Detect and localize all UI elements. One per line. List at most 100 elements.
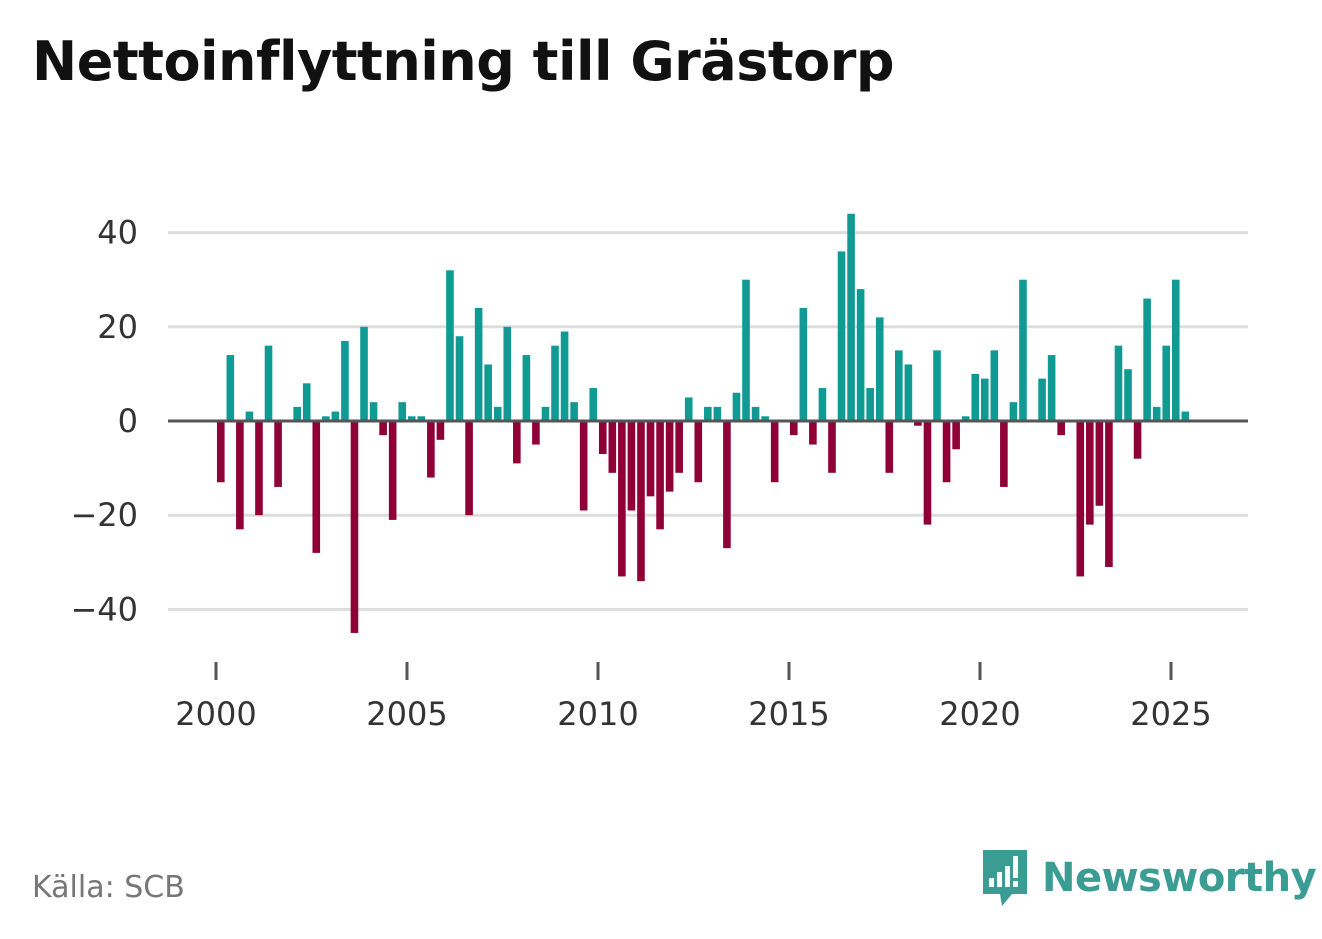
bar-negative xyxy=(350,421,359,633)
bar-negative xyxy=(1133,421,1142,459)
bar-positive xyxy=(407,416,416,421)
bar-negative xyxy=(665,421,674,492)
bar-negative xyxy=(914,421,922,426)
bar-negative xyxy=(1105,421,1113,568)
bar-positive xyxy=(799,307,808,421)
bar-positive xyxy=(541,406,550,421)
bar-positive xyxy=(369,402,378,421)
bar-positive xyxy=(961,416,970,421)
bar-positive xyxy=(713,406,722,421)
bar-negative xyxy=(608,421,617,473)
x-tick-label: 2015 xyxy=(748,695,829,733)
bar-positive xyxy=(503,326,512,421)
bar-positive xyxy=(1162,345,1171,421)
bar-negative xyxy=(1000,421,1008,487)
bar-positive xyxy=(322,416,330,421)
bar-negative xyxy=(274,421,282,487)
bar-positive xyxy=(1047,355,1056,421)
bar-negative xyxy=(579,421,588,511)
bar-negative xyxy=(1086,421,1094,525)
bar-negative xyxy=(789,421,798,436)
bar-positive xyxy=(904,364,913,421)
bar-negative xyxy=(646,421,655,497)
bar-positive xyxy=(245,411,254,421)
bar-negative xyxy=(675,421,683,473)
x-tick-label: 2020 xyxy=(939,695,1020,733)
x-tick-label: 2000 xyxy=(175,695,256,733)
bar-positive xyxy=(761,416,769,421)
bar-positive xyxy=(875,317,884,421)
x-tick-label: 2005 xyxy=(366,695,447,733)
y-tick-label: 0 xyxy=(118,402,138,440)
y-tick-label: 40 xyxy=(97,214,138,252)
bar-series xyxy=(216,213,1190,633)
bar-positive xyxy=(742,279,750,421)
bar-negative xyxy=(255,421,263,516)
bar-positive xyxy=(570,402,578,421)
bar-negative xyxy=(923,421,932,525)
y-tick-label: 20 xyxy=(97,308,138,346)
y-tick-label: −20 xyxy=(70,496,138,534)
bar-negative xyxy=(513,421,521,464)
bar-positive xyxy=(1038,378,1046,421)
bar-negative xyxy=(312,421,321,553)
bar-positive xyxy=(589,388,598,421)
bar-negative xyxy=(618,421,626,577)
brand-name: Newsworthy xyxy=(1042,855,1317,901)
bar-positive xyxy=(360,326,368,421)
bar-positive xyxy=(1009,402,1018,421)
bar-positive xyxy=(895,350,903,421)
bar-positive xyxy=(980,378,989,421)
bar-positive xyxy=(818,388,827,421)
bar-positive xyxy=(847,213,855,421)
bar-negative xyxy=(809,421,817,445)
bar-negative xyxy=(427,421,435,478)
bar-positive xyxy=(341,340,349,421)
bar-positive xyxy=(971,373,980,421)
bar-chart: −40 −20 0 20 40 2000 2005 2010 2015 2020 2025 xyxy=(70,213,1248,733)
newsworthy-logo[interactable]: Newsworthy xyxy=(980,848,1317,908)
bar-negative xyxy=(598,421,607,454)
bar-positive xyxy=(417,416,426,421)
bar-positive xyxy=(1181,411,1190,421)
bar-negative xyxy=(436,421,445,440)
bar-positive xyxy=(493,406,502,421)
bar-positive xyxy=(226,355,235,421)
bar-positive xyxy=(560,331,569,421)
axes: −40 −20 0 20 40 2000 2005 2010 2015 2020 2025 xyxy=(70,214,1248,733)
bar-positive xyxy=(751,406,760,421)
source-credit: Källa: SCB xyxy=(32,870,185,905)
bar-positive xyxy=(331,411,340,421)
bar-negative xyxy=(627,421,636,511)
bar-positive xyxy=(455,336,464,421)
bar-negative xyxy=(723,421,731,549)
x-tick-label: 2010 xyxy=(557,695,638,733)
bar-positive xyxy=(264,345,273,421)
bar-positive xyxy=(398,402,407,421)
bar-negative xyxy=(656,421,664,530)
bar-negative xyxy=(828,421,836,473)
bar-negative xyxy=(216,421,225,483)
bar-negative xyxy=(694,421,703,483)
bar-negative xyxy=(770,421,779,483)
bar-negative xyxy=(952,421,960,450)
bar-positive xyxy=(933,350,941,421)
bar-positive xyxy=(990,350,999,421)
bar-positive xyxy=(484,364,492,421)
chart-title: Nettoinflyttning till Grästorp xyxy=(32,30,895,93)
gridlines xyxy=(168,231,1248,611)
bar-negative xyxy=(1095,421,1104,506)
bar-negative xyxy=(379,421,387,436)
bar-positive xyxy=(732,392,741,421)
bar-negative xyxy=(885,421,894,473)
bar-positive xyxy=(293,406,301,421)
bar-negative xyxy=(236,421,244,530)
bar-negative xyxy=(637,421,645,582)
bar-negative xyxy=(1057,421,1065,436)
x-tick-label: 2025 xyxy=(1130,695,1211,733)
newsworthy-logo-icon xyxy=(983,850,1027,906)
bar-positive xyxy=(1124,369,1132,421)
bar-negative xyxy=(465,421,473,516)
y-tick-label: −40 xyxy=(70,590,138,628)
bar-positive xyxy=(856,289,865,421)
